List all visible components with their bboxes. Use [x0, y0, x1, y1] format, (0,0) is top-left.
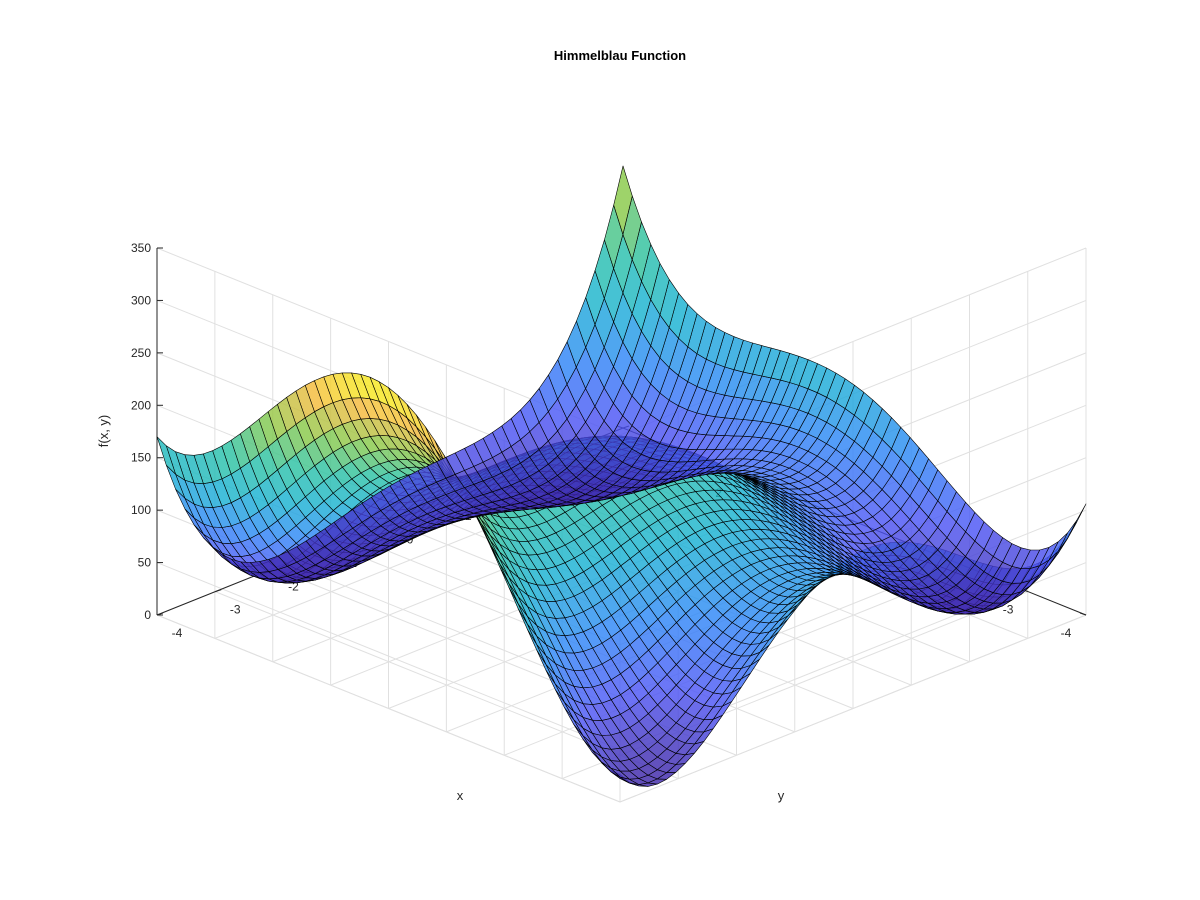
axis-labels: x y f(x, y) — [96, 415, 785, 803]
z-tick-label: 300 — [131, 293, 151, 307]
y-tick-mark — [215, 589, 222, 593]
surface-patch — [1057, 520, 1077, 552]
z-tick-label: 250 — [131, 346, 151, 360]
z-tick-label: 150 — [131, 451, 151, 465]
z-tick-label: 100 — [131, 503, 151, 517]
z-tick-label: 50 — [138, 556, 152, 570]
x-tick-label: -4 — [1061, 626, 1072, 640]
x-tick-mark — [1079, 612, 1087, 616]
z-tick-label: 350 — [131, 241, 151, 255]
y-tick-label: -4 — [172, 626, 183, 640]
x-axis-label: x — [457, 788, 464, 803]
z-axis-label: f(x, y) — [96, 415, 111, 448]
back-wall-grid-line — [156, 614, 621, 803]
z-tick-label: 0 — [144, 608, 151, 622]
surface-plot — [156, 165, 1087, 787]
z-tick-label: 200 — [131, 398, 151, 412]
chart-title: Himmelblau Function — [554, 48, 686, 63]
y-tick-label: -3 — [230, 603, 241, 617]
surface-patch — [613, 165, 633, 235]
surface-patch — [156, 436, 176, 475]
back-wall-grid-line — [619, 614, 1087, 803]
y-tick-label: -2 — [288, 579, 299, 593]
y-axis-label: y — [778, 788, 785, 803]
x-tick-label: -3 — [1003, 603, 1014, 617]
back-wall-grid-line — [156, 562, 621, 751]
